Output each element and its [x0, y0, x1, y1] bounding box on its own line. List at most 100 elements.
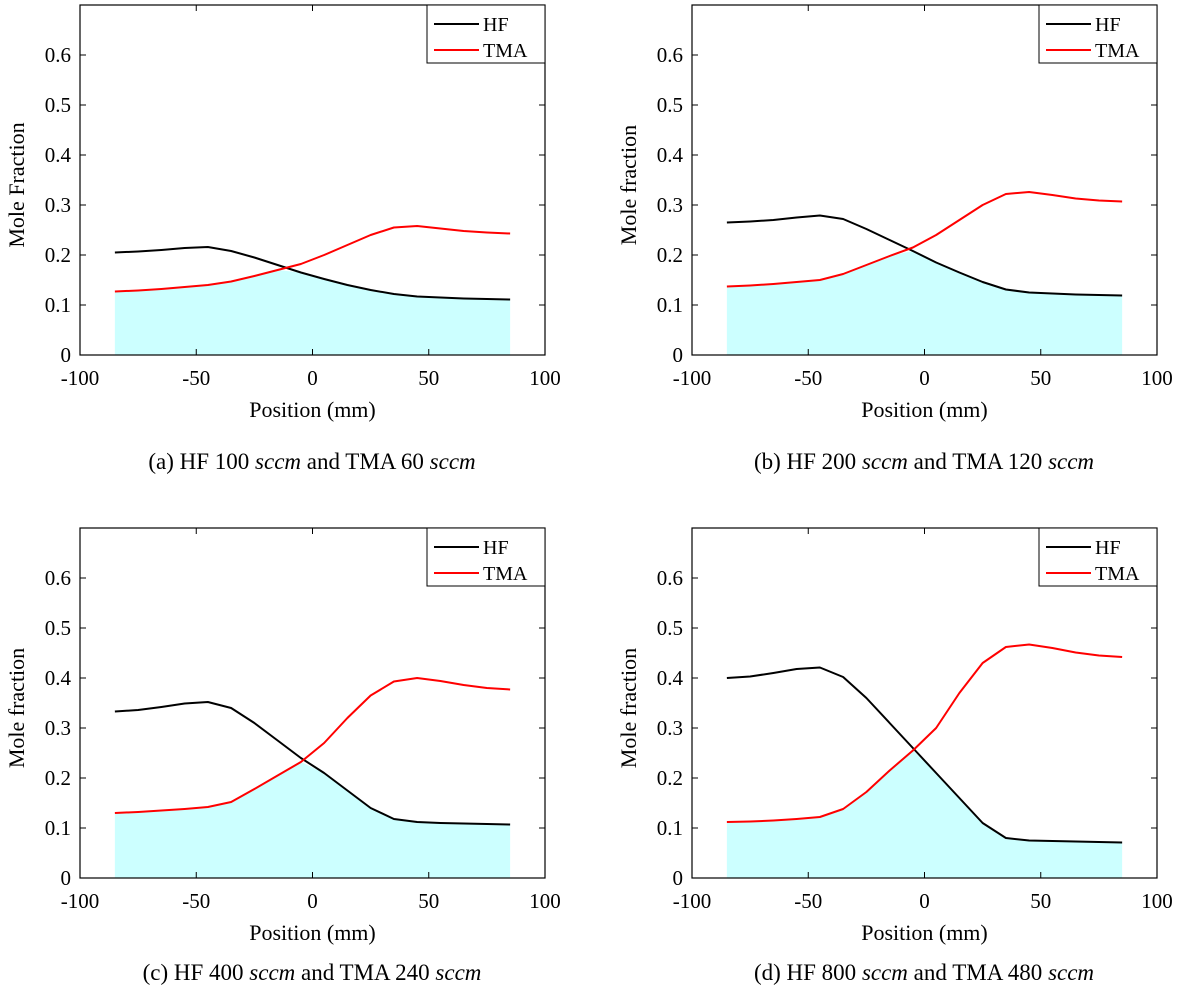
panel-1-legend-label-hf: HF [1095, 14, 1121, 36]
panel-3-y-tick-label: 0.6 [657, 566, 683, 590]
panel-2-x-axis-label: Position (mm) [249, 920, 376, 945]
panel-3-x-tick-label: -50 [794, 889, 822, 913]
panel-1-y-tick-label: 0.5 [657, 93, 683, 117]
panel-3-legend-label-tma: TMA [1095, 563, 1140, 585]
panel-3-x-axis-label: Position (mm) [861, 920, 988, 945]
chart-panel-2: -100 -50 0 50 100 0 0.1 0.2 0.3 0.4 0.5 0.6 Position… [4, 527, 561, 985]
panel-3-caption: (d) HF 800 sccm and TMA 480 sccm [754, 960, 1094, 985]
panel-1-x-tick-label: -50 [794, 366, 822, 390]
panel-1-y-axis-label: Mole fraction [616, 125, 641, 245]
panel-1-caption-unit: sccm [862, 449, 908, 474]
panel-0-y-tick-label: 0.4 [45, 143, 72, 167]
panel-2-caption-unit: sccm [249, 960, 295, 985]
panel-2-x-tick-label: 100 [529, 889, 561, 913]
panel-0-y-tick-label: 0.3 [45, 193, 71, 217]
panel-3-series-line-hf [726, 666, 1123, 844]
panel-3-x-tick-label: -100 [673, 889, 712, 913]
panel-0-y-tick-label: 0.1 [45, 293, 71, 317]
panel-0-y-tick-label: 0.6 [45, 43, 71, 67]
panel-1-y-tick-label: 0.4 [657, 143, 684, 167]
panel-3-fill-area [726, 750, 1123, 878]
panel-3-x-tick-label: 0 [919, 889, 930, 913]
panel-0-x-tick-label: 50 [418, 366, 439, 390]
panel-3-caption-text: (d) HF 800 [754, 960, 862, 985]
panel-2-x-tick-label: -50 [182, 889, 210, 913]
panel-3-caption-unit: sccm [1048, 960, 1094, 985]
panel-0-legend-box [426, 4, 546, 64]
panel-2-y-tick-label: 0.3 [45, 716, 71, 740]
panel-3-y-axis-label: Mole fraction [616, 648, 641, 768]
panel-1-x-tick-label: -100 [673, 366, 712, 390]
panel-0-series-line-tma [114, 225, 511, 293]
panel-3-legend-label-hf: HF [1095, 537, 1121, 559]
panel-3-x-tick-label: 100 [1141, 889, 1173, 913]
panel-1-caption-text: (b) HF 200 [754, 449, 862, 474]
panel-0-y-tick-label: 0 [61, 343, 72, 367]
panel-1-y-tick-label: 0.2 [657, 243, 683, 267]
panel-0-caption-text: and TMA 60 [301, 449, 430, 474]
panel-0-caption-unit: sccm [430, 449, 476, 474]
panel-0-series-line-hf [114, 246, 511, 301]
panel-2-y-tick-label: 0.6 [45, 566, 71, 590]
panel-2-series-line-hf [114, 701, 511, 826]
panel-2-y-tick-label: 0.4 [45, 666, 72, 690]
panel-3-y-tick-label: 0.1 [657, 816, 683, 840]
panel-2-x-tick-label: 50 [418, 889, 439, 913]
panel-0-caption-unit: sccm [255, 449, 301, 474]
panel-2-y-tick-label: 0.1 [45, 816, 71, 840]
panel-0-x-axis-label: Position (mm) [249, 397, 376, 422]
panel-2-fill-area [114, 762, 511, 878]
panel-0-x-tick-label: -50 [182, 366, 210, 390]
panel-2-y-tick-label: 0 [61, 866, 72, 890]
panel-2-legend-label-hf: HF [483, 537, 509, 559]
panel-3-y-tick-label: 0 [673, 866, 684, 890]
panel-0-x-tick-label: 0 [307, 366, 318, 390]
panel-3-y-tick-label: 0.3 [657, 716, 683, 740]
panel-1-legend-box [1038, 4, 1158, 64]
panel-0-y-tick-label: 0.5 [45, 93, 71, 117]
chart-panel-1: -100 -50 0 50 100 0 0.1 0.2 0.3 0.4 0.5 0.6 Position… [616, 4, 1173, 474]
panel-1-x-tick-label: 100 [1141, 366, 1173, 390]
panel-0-y-tick-label: 0.2 [45, 243, 71, 267]
panel-1-legend-label-tma: TMA [1095, 40, 1140, 62]
panel-1-x-tick-label: 0 [919, 366, 930, 390]
panel-1-y-tick-label: 0 [673, 343, 684, 367]
panel-2-series-line-tma [114, 677, 511, 814]
panel-1-caption-unit: sccm [1048, 449, 1094, 474]
panel-1-caption: (b) HF 200 sccm and TMA 120 sccm [754, 449, 1094, 474]
chart-panel-3: -100 -50 0 50 100 0 0.1 0.2 0.3 0.4 0.5 0.6 Position… [616, 527, 1173, 985]
panel-2-y-tick-label: 0.2 [45, 766, 71, 790]
chart-panel-0: -100 -50 0 50 100 0 0.1 0.2 0.3 0.4 0.5 0.6 Position… [4, 4, 561, 474]
panel-2-y-axis-label: Mole fraction [4, 648, 29, 768]
panel-3-y-tick-label: 0.4 [657, 666, 684, 690]
panel-2-x-tick-label: 0 [307, 889, 318, 913]
panel-0-x-tick-label: 100 [529, 366, 561, 390]
panel-3-x-tick-label: 50 [1030, 889, 1051, 913]
panel-2-legend-label-tma: TMA [483, 563, 528, 585]
panel-0-y-axis-label: Mole Fraction [4, 122, 29, 247]
panel-3-y-tick-label: 0.2 [657, 766, 683, 790]
panel-3-y-tick-label: 0.5 [657, 616, 683, 640]
panel-2-y-tick-label: 0.5 [45, 616, 71, 640]
panel-1-y-tick-label: 0.3 [657, 193, 683, 217]
panel-3-legend-box [1038, 527, 1158, 587]
panel-3-caption-text: and TMA 480 [908, 960, 1048, 985]
panel-1-series-line-tma [726, 191, 1123, 288]
panel-0-legend-label-tma: TMA [483, 40, 528, 62]
panel-0-caption-text: (a) HF 100 [148, 449, 255, 474]
panel-2-caption: (c) HF 400 sccm and TMA 240 sccm [143, 960, 482, 985]
panel-3-caption-unit: sccm [862, 960, 908, 985]
panel-1-y-tick-label: 0.6 [657, 43, 683, 67]
panel-2-legend-box [426, 527, 546, 587]
panel-1-x-tick-label: 50 [1030, 366, 1051, 390]
panel-1-fill-area [726, 251, 1123, 355]
panel-1-x-axis-label: Position (mm) [861, 397, 988, 422]
panel-2-x-tick-label: -100 [61, 889, 100, 913]
panel-1-series-line-hf [726, 214, 1123, 297]
panel-3-series-line-tma [726, 643, 1123, 823]
panel-2-caption-text: (c) HF 400 [143, 960, 250, 985]
panel-1-y-tick-label: 0.1 [657, 293, 683, 317]
panel-0-caption: (a) HF 100 sccm and TMA 60 sccm [148, 449, 475, 474]
panel-0-legend-label-hf: HF [483, 14, 509, 36]
